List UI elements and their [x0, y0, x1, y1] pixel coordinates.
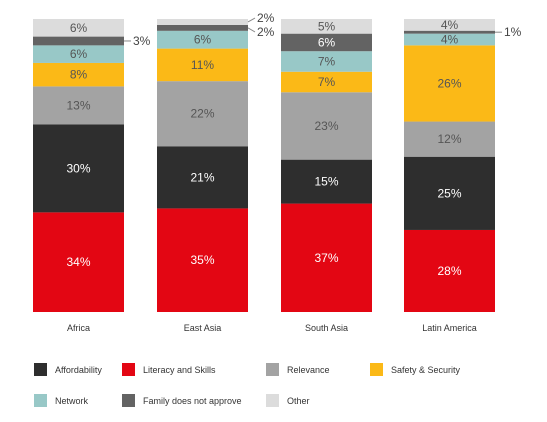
bar-segment-east-asia-relevance — [157, 81, 248, 147]
data-label-south-asia-safety-and-security: 7% — [318, 75, 336, 89]
data-label-africa-safety-and-security: 8% — [70, 68, 88, 82]
data-label-latin-america-literacy-and-skills: 28% — [437, 264, 461, 278]
bar-segment-south-asia-other — [281, 19, 372, 34]
data-label-africa-network: 6% — [70, 47, 88, 61]
bar-segment-south-asia-relevance — [281, 92, 372, 160]
data-label-east-asia-relevance: 22% — [190, 107, 214, 121]
data-label-africa-relevance: 13% — [66, 98, 90, 112]
bar-segment-africa-family-does-not-approve — [33, 36, 124, 46]
bar-segment-east-asia-safety-and-security — [157, 48, 248, 82]
bar-segment-latin-america-network — [404, 33, 495, 46]
data-label-latin-america-other: 4% — [441, 18, 459, 32]
data-label-south-asia-network: 7% — [318, 54, 336, 68]
bar-segment-africa-relevance — [33, 86, 124, 125]
bar-segment-africa-literacy-and-skills — [33, 212, 124, 312]
bar-segment-africa-other — [33, 19, 124, 37]
bar-segment-east-asia-family-does-not-approve — [157, 24, 248, 31]
data-label-south-asia-literacy-and-skills: 37% — [314, 251, 338, 265]
data-label-east-asia-literacy-and-skills: 35% — [190, 253, 214, 267]
data-label-east-asia-network: 6% — [194, 33, 212, 47]
data-label-south-asia-other: 5% — [318, 19, 336, 33]
bar-segment-latin-america-literacy-and-skills — [404, 229, 495, 312]
data-label-africa-other: 6% — [70, 21, 88, 35]
data-label-latin-america-safety-and-security: 26% — [437, 76, 461, 90]
category-label-latin-america: Latin America — [422, 323, 477, 333]
data-label-africa-literacy-and-skills: 34% — [66, 255, 90, 269]
leader-line-east-asia-other — [247, 17, 256, 23]
bar-segment-latin-america-family-does-not-approve — [404, 30, 495, 34]
bar-segment-africa-affordability — [33, 124, 124, 213]
bar-segment-east-asia-other — [157, 19, 248, 25]
data-label-east-asia-other: 2% — [257, 11, 275, 25]
leader-line-east-asia-family-does-not-approve — [247, 27, 256, 33]
data-label-latin-america-network: 4% — [441, 33, 459, 47]
data-label-east-asia-safety-and-security: 11% — [191, 58, 214, 72]
data-label-africa-affordability: 30% — [66, 161, 90, 175]
bar-segment-east-asia-literacy-and-skills — [157, 208, 248, 312]
bar-segment-south-asia-family-does-not-approve — [281, 33, 372, 52]
bar-segment-south-asia-affordability — [281, 159, 372, 204]
bar-segment-south-asia-safety-and-security — [281, 71, 372, 93]
data-label-latin-america-family-does-not-approve: 1% — [504, 25, 522, 39]
data-label-latin-america-affordability: 25% — [437, 186, 461, 200]
data-label-latin-america-relevance: 12% — [437, 132, 461, 146]
data-label-south-asia-relevance: 23% — [314, 119, 338, 133]
bar-segment-east-asia-network — [157, 30, 248, 49]
bar-segment-latin-america-relevance — [404, 121, 495, 157]
bar-segment-latin-america-affordability — [404, 156, 495, 230]
bar-segment-africa-network — [33, 45, 124, 63]
bar-segment-east-asia-affordability — [157, 146, 248, 209]
bar-segment-south-asia-literacy-and-skills — [281, 203, 372, 312]
data-label-east-asia-affordability: 21% — [190, 170, 214, 184]
data-label-africa-family-does-not-approve: 3% — [133, 34, 151, 48]
category-label-africa: Africa — [67, 323, 90, 333]
bar-segment-south-asia-network — [281, 51, 372, 72]
bar-segment-latin-america-other — [404, 19, 495, 31]
category-label-east-asia: East Asia — [184, 323, 222, 333]
data-label-south-asia-family-does-not-approve: 6% — [318, 35, 336, 49]
bar-segment-latin-america-safety-and-security — [404, 45, 495, 122]
data-label-east-asia-family-does-not-approve: 2% — [257, 25, 275, 39]
data-label-south-asia-affordability: 15% — [314, 175, 338, 189]
category-label-south-asia: South Asia — [305, 323, 348, 333]
bar-segment-africa-safety-and-security — [33, 62, 124, 87]
